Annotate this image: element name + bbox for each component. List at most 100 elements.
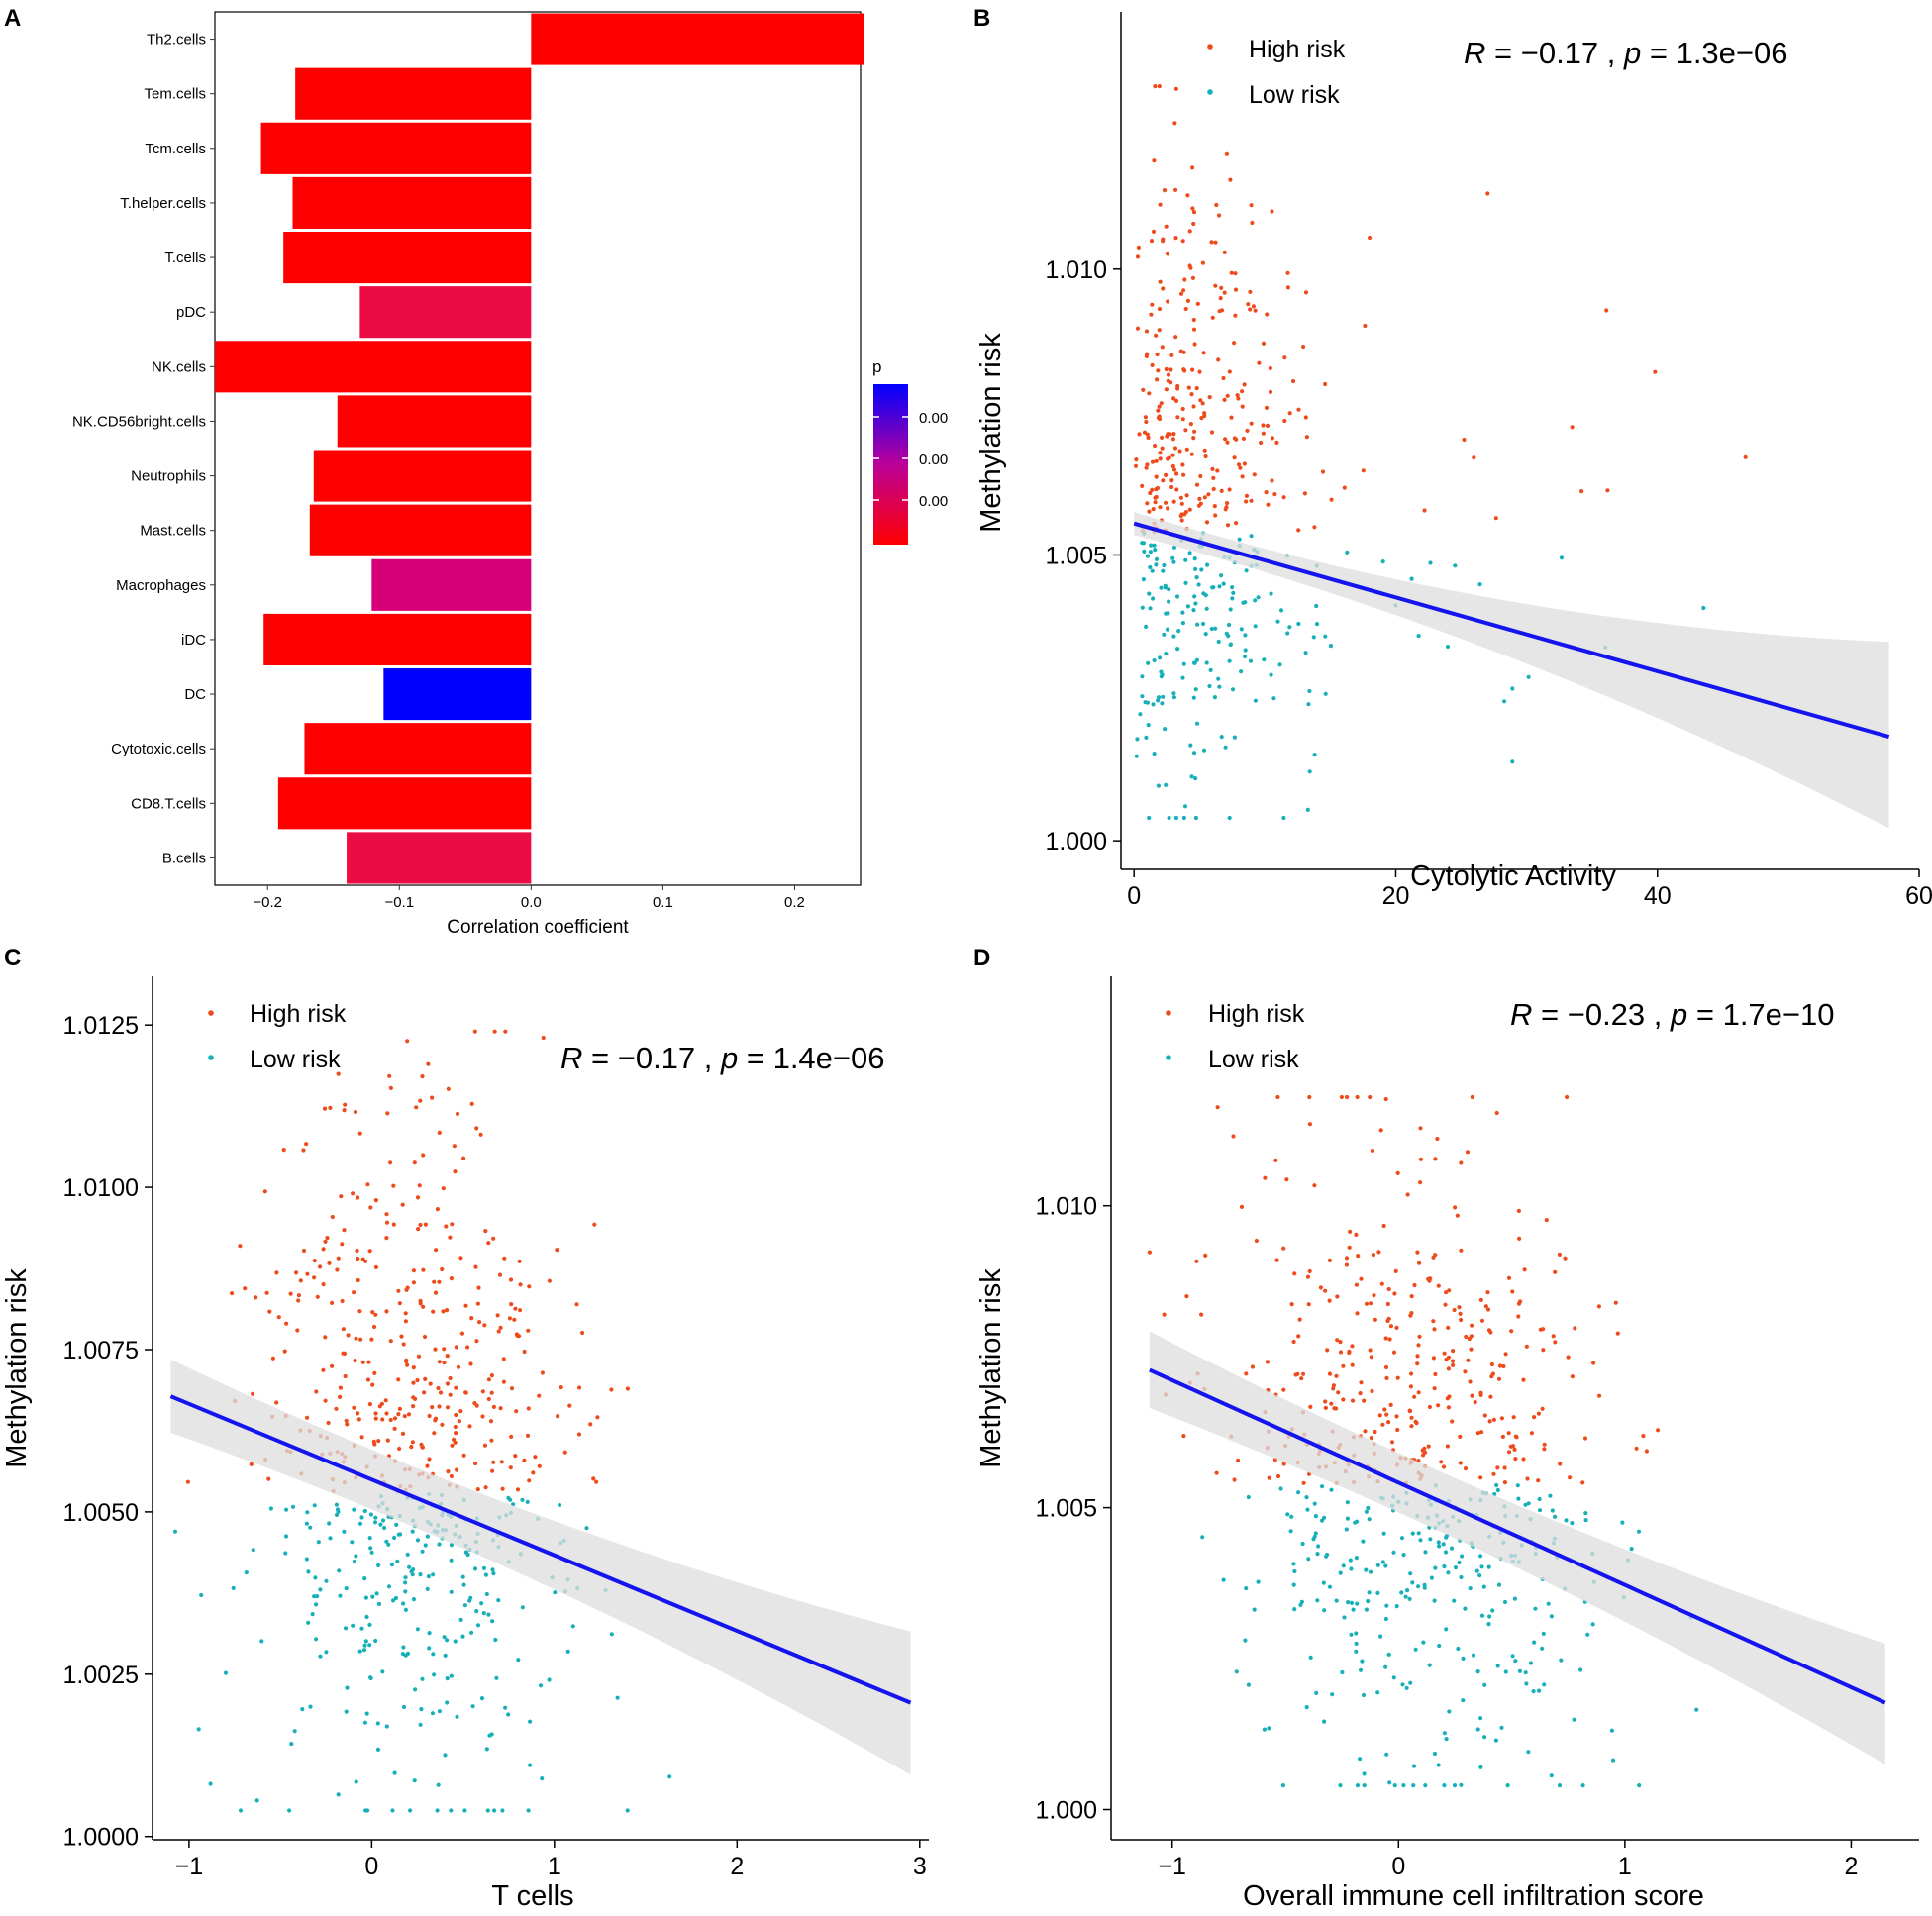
- low-risk-point: [475, 1623, 481, 1628]
- high-risk-point: [415, 1195, 421, 1200]
- low-risk-point: [1362, 1771, 1367, 1776]
- low-risk-point: [369, 1550, 374, 1555]
- high-risk-point: [501, 1379, 506, 1384]
- low-risk-point: [1299, 1599, 1304, 1604]
- high-risk-point: [1209, 240, 1214, 245]
- high-risk-point: [1307, 1268, 1312, 1274]
- x-tick-label: −1: [1158, 1853, 1186, 1880]
- low-risk-point: [284, 1507, 289, 1512]
- low-risk-point: [449, 1543, 454, 1548]
- high-risk-point: [1187, 507, 1192, 512]
- high-risk-point: [1263, 1175, 1268, 1180]
- high-risk-point: [1170, 437, 1175, 442]
- high-risk-point: [288, 1291, 293, 1296]
- high-risk-point: [1190, 165, 1195, 170]
- high-risk-point: [477, 1320, 482, 1325]
- high-risk-point: [405, 1039, 410, 1044]
- high-risk-point: [345, 1422, 350, 1427]
- low-risk-point: [1223, 745, 1228, 750]
- low-risk-point: [1394, 1604, 1399, 1609]
- low-risk-point: [1515, 1483, 1520, 1488]
- low-risk-point: [1432, 1598, 1437, 1603]
- low-risk-point: [1217, 584, 1222, 589]
- low-risk-point: [1338, 1783, 1343, 1788]
- high-risk-point: [1154, 333, 1159, 338]
- high-risk-point: [340, 1298, 345, 1304]
- high-risk-point: [474, 1339, 479, 1344]
- low-risk-point: [540, 1776, 545, 1781]
- high-risk-point: [1259, 440, 1264, 446]
- high-risk-point: [625, 1386, 631, 1391]
- high-risk-point: [372, 1370, 377, 1375]
- high-risk-point: [1173, 398, 1179, 403]
- high-risk-point: [1264, 405, 1270, 410]
- panel-d-annotation-r-value: = −0.23 ,: [1532, 997, 1671, 1032]
- low-risk-point: [1160, 701, 1165, 706]
- low-risk-point: [367, 1622, 372, 1627]
- high-risk-point: [1173, 236, 1178, 241]
- low-risk-point: [437, 1542, 442, 1547]
- low-risk-point: [1437, 1643, 1442, 1649]
- low-risk-point: [1437, 1544, 1442, 1549]
- panel-letter-c: C: [4, 945, 21, 971]
- high-risk-point: [1568, 1475, 1573, 1480]
- high-risk-point: [264, 1290, 269, 1295]
- low-risk-point: [1444, 1535, 1449, 1540]
- high-risk-point: [1432, 1327, 1437, 1332]
- high-risk-point: [1641, 1434, 1646, 1439]
- high-risk-point: [1582, 1436, 1588, 1441]
- high-risk-point: [418, 1301, 423, 1306]
- low-risk-point: [412, 1778, 417, 1783]
- high-risk-point: [1459, 1317, 1464, 1323]
- high-risk-point: [1536, 1478, 1541, 1483]
- low-risk-point: [1392, 1783, 1397, 1788]
- panel-d-legend-high-risk-marker: [1166, 1010, 1171, 1016]
- high-risk-point: [446, 1086, 451, 1091]
- high-risk-point: [1160, 345, 1165, 350]
- high-risk-point: [448, 1392, 453, 1397]
- high-risk-point: [1153, 500, 1158, 505]
- high-risk-point: [1157, 306, 1163, 312]
- high-risk-point: [513, 1306, 518, 1311]
- low-risk-point: [1322, 1719, 1327, 1724]
- high-risk-point: [338, 1394, 343, 1399]
- low-risk-point: [395, 1559, 400, 1563]
- high-risk-point: [1469, 1334, 1474, 1339]
- low-risk-point: [1354, 1649, 1359, 1654]
- category-label-tcm-cells: Tcm.cells: [145, 141, 206, 157]
- low-risk-point: [1144, 624, 1149, 630]
- high-risk-point: [1233, 313, 1238, 318]
- low-risk-point: [458, 1617, 463, 1622]
- low-risk-point: [1557, 1783, 1563, 1788]
- high-risk-point: [356, 1195, 360, 1200]
- high-risk-point: [480, 1389, 485, 1394]
- low-risk-point: [390, 1808, 395, 1813]
- high-risk-point: [1378, 1128, 1383, 1133]
- low-risk-point: [418, 1722, 423, 1727]
- high-risk-point: [1159, 401, 1164, 406]
- low-risk-point: [1193, 601, 1198, 606]
- high-risk-point: [1416, 1343, 1421, 1348]
- high-risk-point: [315, 1294, 320, 1299]
- high-risk-point: [1184, 1294, 1189, 1299]
- high-risk-point: [373, 1312, 378, 1317]
- high-risk-point: [1350, 1344, 1355, 1349]
- low-risk-point: [380, 1518, 386, 1523]
- high-risk-point: [1172, 446, 1178, 451]
- high-risk-point: [1144, 465, 1149, 470]
- low-risk-point: [1364, 1509, 1369, 1514]
- low-risk-point: [254, 1798, 259, 1803]
- bar-neutrophils: [313, 450, 532, 502]
- low-risk-point: [1482, 1735, 1487, 1740]
- high-risk-point: [1187, 263, 1192, 268]
- high-risk-point: [403, 1311, 408, 1316]
- low-risk-point: [1328, 644, 1334, 649]
- high-risk-point: [1149, 312, 1154, 317]
- high-risk-point: [1261, 341, 1267, 346]
- low-risk-point: [1452, 1783, 1458, 1788]
- high-risk-point: [418, 1222, 423, 1228]
- high-risk-point: [1180, 406, 1185, 412]
- high-risk-point: [1290, 378, 1296, 384]
- low-risk-point: [1244, 1586, 1249, 1591]
- low-risk-point: [485, 1808, 490, 1813]
